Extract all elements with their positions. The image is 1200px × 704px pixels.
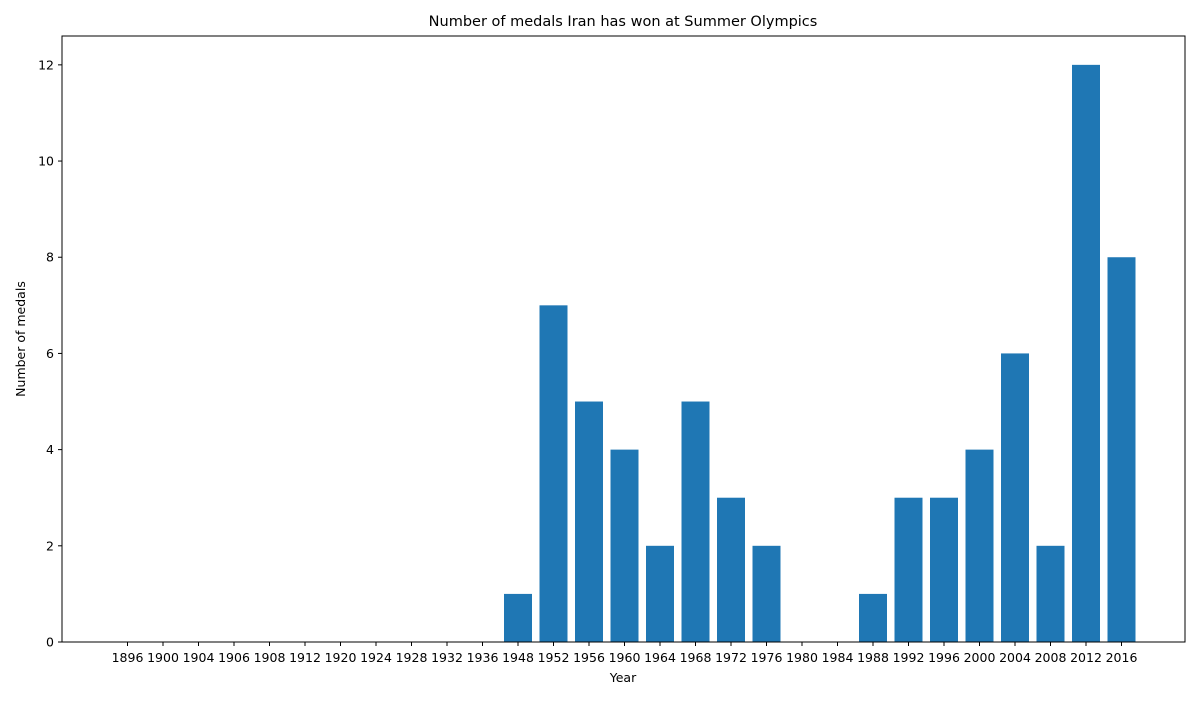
bar-1996 [930, 497, 958, 642]
x-axis-ticks: 1896 1900 1904 1906 1908 1912 1920 1924 1928 1932… [112, 642, 1138, 665]
bar-2012 [1072, 64, 1100, 643]
x-tick-label: 1924 [360, 650, 392, 665]
x-tick-label: 1948 [502, 650, 534, 665]
x-tick-label: 1932 [431, 650, 463, 665]
plot-area-frame [61, 35, 1186, 643]
x-tick-label: 1952 [538, 650, 570, 665]
x-tick-label: 1906 [218, 650, 250, 665]
x-tick-label: 1960 [609, 650, 641, 665]
bar-1952 [539, 305, 568, 642]
bars-layer [504, 64, 1136, 643]
x-axis-label: Year [609, 670, 637, 685]
x-tick-label: 2016 [1106, 650, 1138, 665]
x-tick-label: 1968 [680, 650, 712, 665]
bar-1956 [575, 401, 603, 642]
x-tick-label: 2008 [1035, 650, 1067, 665]
bar-2008 [1036, 545, 1065, 642]
bar-1992 [894, 497, 923, 642]
x-tick-label: 1904 [183, 650, 215, 665]
bar-1948 [504, 593, 532, 642]
x-tick-label: 2004 [999, 650, 1031, 665]
x-tick-label: 1920 [325, 650, 357, 665]
y-tick-label: 2 [46, 538, 54, 553]
bar-1988 [859, 593, 887, 642]
y-tick-label: 4 [46, 442, 54, 457]
bar-2000 [965, 449, 994, 642]
y-tick-label: 10 [38, 154, 54, 169]
x-tick-label: 1992 [893, 650, 925, 665]
x-tick-label: 1988 [857, 650, 889, 665]
x-tick-label: 1956 [573, 650, 605, 665]
x-tick-label: 1936 [467, 650, 499, 665]
y-axis-label: Number of medals [13, 281, 28, 397]
x-tick-label: 1896 [112, 650, 144, 665]
y-tick-label: 6 [46, 346, 54, 361]
chart-title: Number of medals Iran has won at Summer … [429, 14, 818, 30]
x-tick-label: 1964 [644, 650, 676, 665]
bar-2004 [1001, 353, 1029, 642]
bar-2016 [1107, 257, 1136, 642]
x-tick-label: 1980 [786, 650, 818, 665]
bar-1968 [681, 401, 710, 642]
y-tick-label: 0 [46, 635, 54, 650]
x-tick-label: 2012 [1070, 650, 1102, 665]
x-tick-label: 2000 [964, 650, 996, 665]
bar-1960 [610, 449, 639, 642]
y-axis-ticks: 0 2 4 6 8 10 12 [38, 57, 62, 650]
x-tick-label: 1996 [928, 650, 960, 665]
bar-1976 [752, 545, 781, 642]
x-tick-label: 1912 [289, 650, 321, 665]
x-tick-label: 1976 [751, 650, 783, 665]
x-tick-label: 1908 [254, 650, 286, 665]
x-tick-label: 1972 [715, 650, 747, 665]
bar-1964 [646, 545, 674, 642]
x-tick-label: 1984 [822, 650, 854, 665]
x-tick-label: 1900 [147, 650, 179, 665]
bar-1972 [717, 497, 745, 642]
y-tick-label: 8 [46, 250, 54, 265]
x-tick-label: 1928 [396, 650, 428, 665]
y-tick-label: 12 [38, 57, 54, 72]
